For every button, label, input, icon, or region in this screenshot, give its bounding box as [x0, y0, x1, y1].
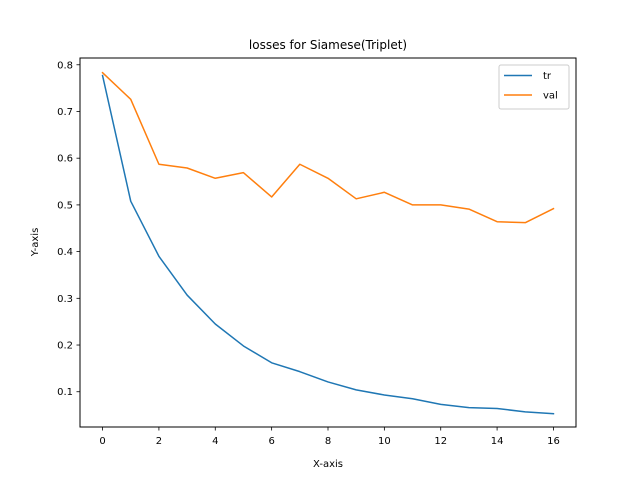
y-tick-label: 0.7 — [57, 107, 73, 118]
y-tick-label: 0.1 — [57, 387, 73, 398]
y-tick-label: 0.8 — [57, 60, 73, 71]
x-axis-label: X-axis — [313, 459, 343, 470]
y-tick-label: 0.4 — [57, 247, 73, 258]
x-tick-label: 8 — [325, 436, 331, 447]
legend-label-val: val — [543, 91, 558, 102]
x-tick-label: 14 — [491, 436, 504, 447]
x-tick-label: 10 — [378, 436, 391, 447]
chart-title: losses for Siamese(Triplet) — [249, 38, 407, 52]
legend-label-tr: tr — [543, 71, 552, 82]
y-tick-label: 0.5 — [57, 200, 73, 211]
y-tick-label: 0.3 — [57, 294, 73, 305]
x-tick-label: 12 — [434, 436, 447, 447]
x-tick-label: 0 — [99, 436, 105, 447]
legend: tr val — [499, 65, 569, 109]
y-tick-label: 0.6 — [57, 154, 73, 165]
x-tick-label: 4 — [212, 436, 218, 447]
x-tick-label: 2 — [156, 436, 162, 447]
x-tick-label: 16 — [547, 436, 560, 447]
x-tick-label: 6 — [268, 436, 274, 447]
y-tick-label: 0.2 — [57, 341, 73, 352]
legend-box — [499, 65, 569, 109]
y-axis-label: Y-axis — [30, 228, 41, 258]
